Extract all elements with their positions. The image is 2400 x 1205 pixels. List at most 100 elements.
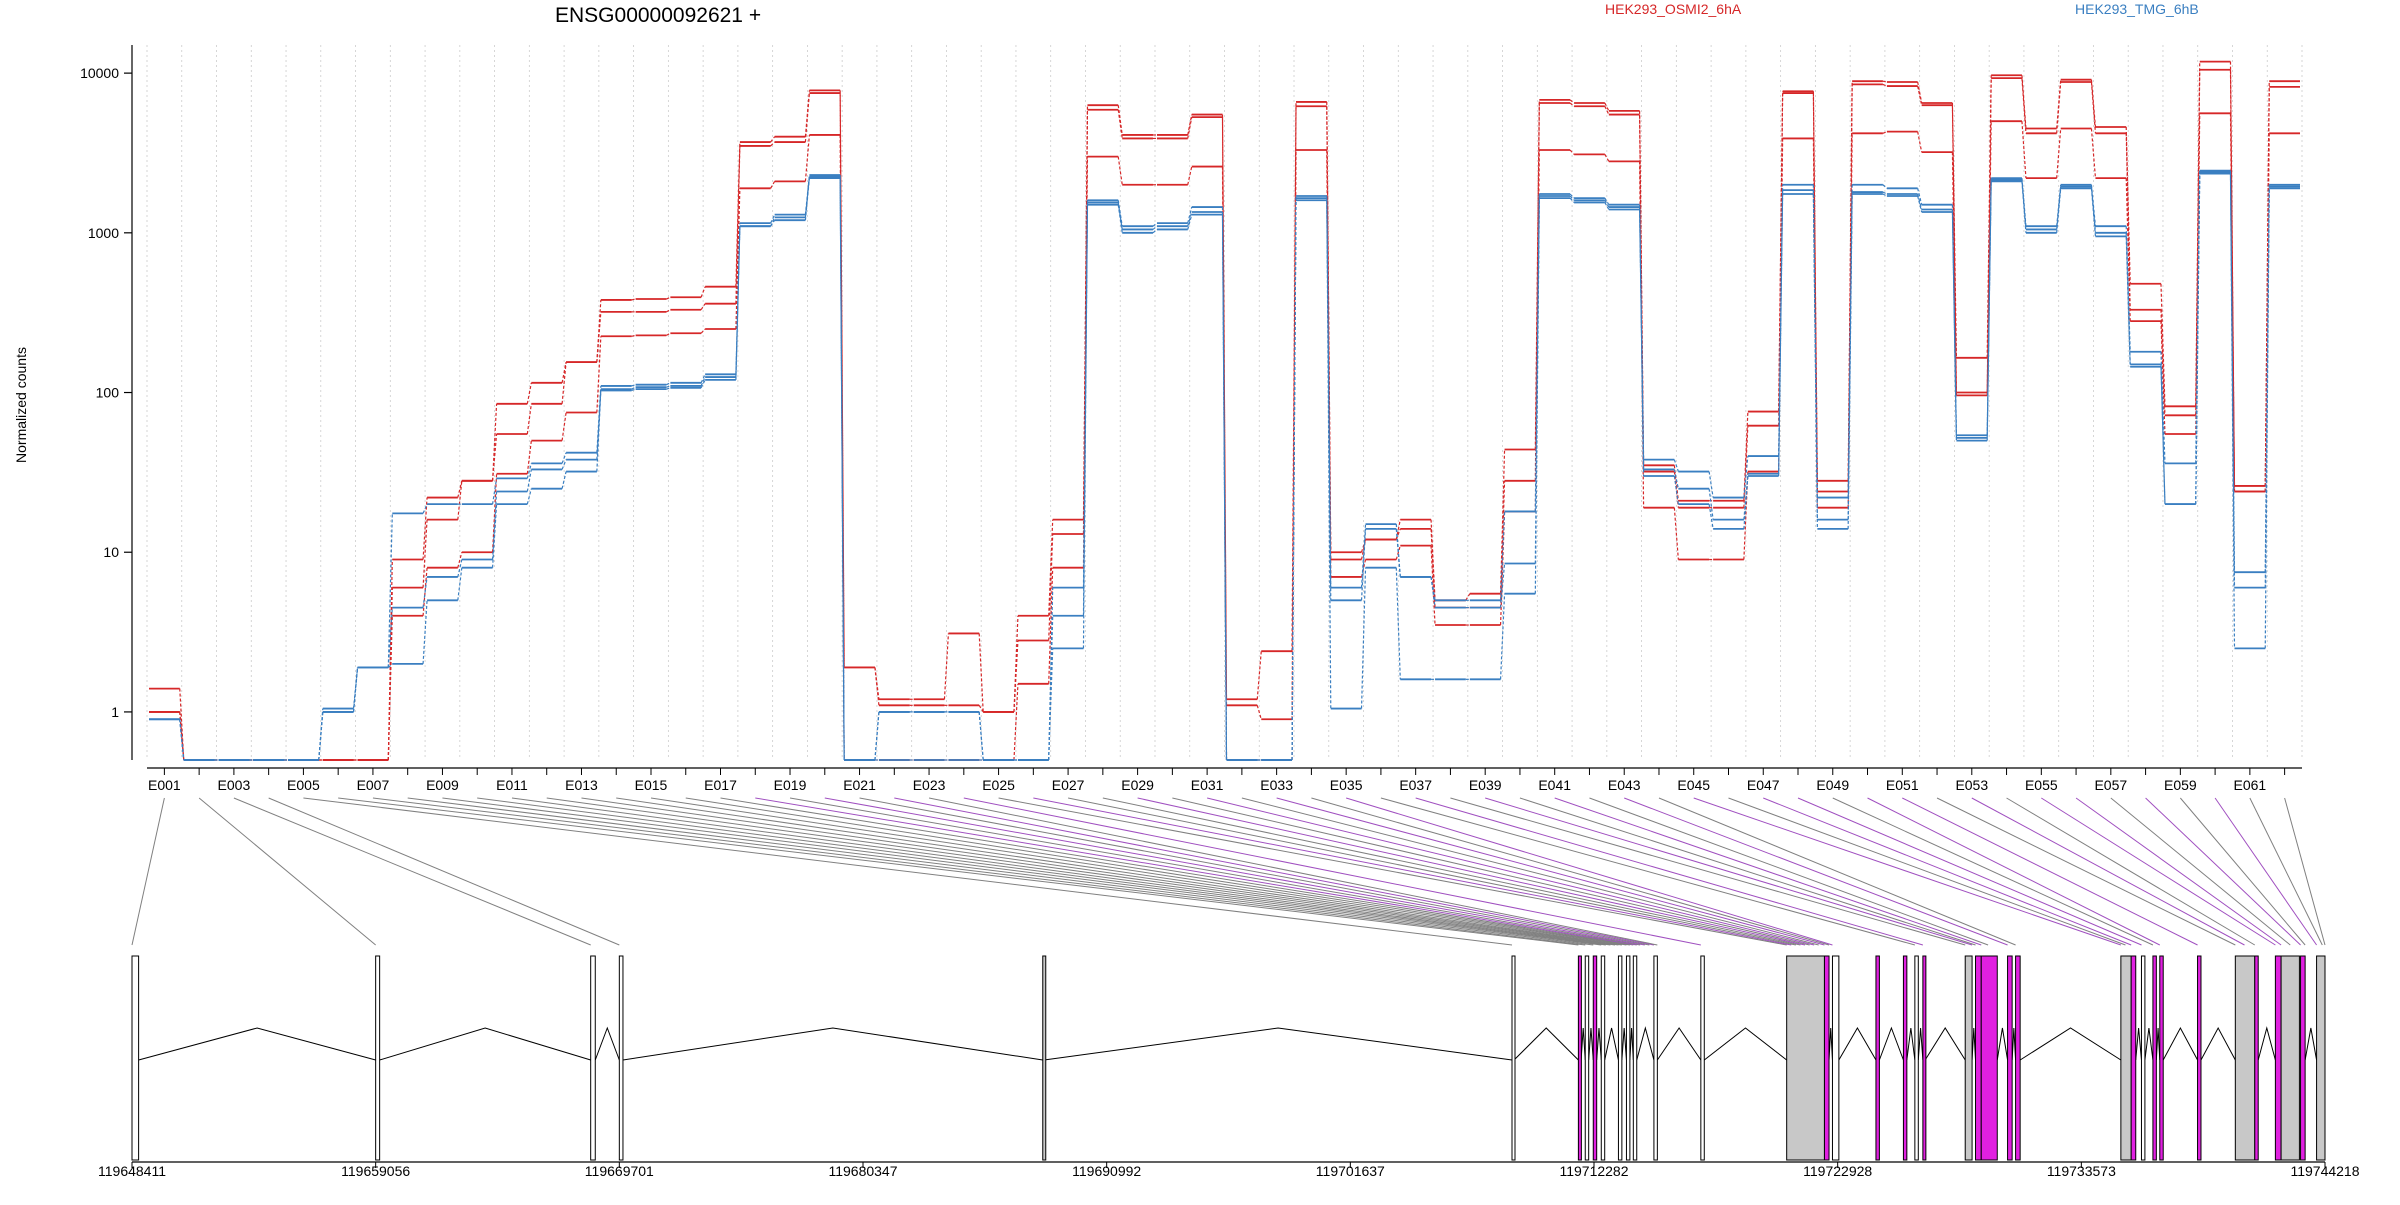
series-link	[1291, 200, 1297, 761]
connector-line	[755, 797, 1637, 946]
series-link	[491, 491, 498, 560]
connector-line	[546, 797, 1616, 946]
series-link	[1117, 200, 1123, 227]
exon-block	[1964, 955, 1973, 1161]
connector-line	[1415, 797, 1924, 946]
grid-lines	[146, 45, 2303, 760]
exon-block	[1914, 955, 1919, 1161]
series-link	[2056, 188, 2062, 233]
intron-line	[1621, 1027, 1627, 1061]
series-link	[1604, 197, 1610, 206]
series-link	[1152, 225, 1158, 230]
series-link	[1708, 471, 1714, 498]
series-link	[1917, 81, 1923, 104]
series-link	[561, 362, 567, 404]
exon-block	[2015, 955, 2021, 1161]
intron-line	[1596, 1027, 1602, 1061]
genomic-tick-label: 119712282	[1559, 1163, 1628, 1179]
connector-line	[1867, 797, 2161, 946]
exon-tick-label: E021	[843, 777, 876, 793]
series-link	[491, 433, 498, 481]
series-link	[561, 452, 567, 464]
connector-line	[1936, 797, 2236, 946]
connector-line	[338, 797, 1579, 946]
series-link	[1951, 105, 1958, 393]
series-link	[1256, 705, 1262, 720]
series-link	[700, 376, 706, 387]
exon-block	[1823, 955, 1830, 1161]
series-link	[1778, 194, 1784, 477]
series-link	[1882, 83, 1888, 87]
exon-tick-label: E029	[1121, 777, 1154, 793]
series-link	[1048, 567, 1054, 684]
series-link	[2125, 126, 2131, 284]
connector-line	[1554, 797, 1982, 946]
exon-tick-label: E051	[1886, 777, 1919, 793]
exon-tick-label: E005	[287, 777, 320, 793]
connector-line	[1033, 797, 1792, 946]
series-link	[422, 600, 428, 664]
connector-line	[650, 797, 1627, 946]
series-link	[1395, 567, 1401, 680]
exon-tick-label: E061	[2234, 777, 2267, 793]
exon-block	[1980, 955, 1998, 1161]
connector-line	[859, 797, 1650, 946]
exon-block	[1617, 955, 1623, 1161]
series-link	[1430, 576, 1436, 608]
genomic-axis: 119648411 119659056 119669701 119680347 1196…	[98, 1161, 2360, 1179]
exon-block	[1042, 955, 1047, 1161]
exon-block	[375, 955, 381, 1161]
connector-line	[2249, 797, 2323, 946]
exon-block	[2274, 955, 2282, 1161]
chart-title: ENSG00000092621 +	[555, 4, 761, 27]
intron-line	[1906, 1027, 1916, 1061]
connector-line	[2284, 797, 2326, 946]
exon-block	[1584, 955, 1590, 1161]
exon-tick-label: E053	[1955, 777, 1988, 793]
connector-line	[1589, 797, 1989, 946]
exon-tick-label: E015	[635, 777, 668, 793]
connector-line	[372, 797, 1586, 946]
series-link	[526, 440, 532, 474]
connector-line	[1624, 797, 2008, 946]
series-link	[1604, 199, 1610, 208]
series-link	[1465, 593, 1471, 601]
series-link	[561, 459, 567, 470]
exon-tick-label: E057	[2094, 777, 2127, 793]
exon-block	[2197, 955, 2202, 1161]
series-link	[978, 711, 984, 761]
connector-line	[233, 797, 591, 946]
series-link	[1221, 212, 1228, 761]
series-link	[491, 504, 498, 568]
genomic-tick-label: 119648411	[98, 1163, 166, 1179]
series-link	[318, 711, 324, 761]
intron-line	[2162, 1026, 2198, 1061]
connector-line	[963, 797, 1701, 946]
series-link	[457, 567, 463, 601]
connector-line	[1485, 797, 1973, 946]
series-link	[1048, 648, 1054, 761]
series-link	[1326, 198, 1332, 601]
series-link	[735, 145, 741, 304]
series-link	[1569, 149, 1575, 155]
exon-tick-label: E033	[1260, 777, 1293, 793]
series-link	[770, 141, 776, 147]
series-link	[1743, 425, 1749, 508]
connector-line	[2214, 797, 2317, 946]
genomic-tick-label: 119733573	[2047, 1163, 2116, 1179]
series-link	[666, 382, 671, 386]
connector-line	[1658, 797, 2016, 946]
series-link	[1882, 131, 1888, 134]
intron-line	[1604, 1027, 1619, 1061]
series-link	[2160, 321, 2166, 435]
genomic-tick-label: 119669701	[585, 1163, 654, 1179]
series-link	[700, 286, 706, 298]
series-link	[2090, 188, 2097, 237]
intron-line	[2200, 1026, 2236, 1061]
series-link	[943, 633, 950, 700]
exon-tick-label: E001	[148, 777, 181, 793]
series-link	[804, 176, 811, 218]
series-link	[804, 178, 811, 221]
series-link	[2125, 178, 2131, 322]
series-link	[1743, 475, 1749, 529]
